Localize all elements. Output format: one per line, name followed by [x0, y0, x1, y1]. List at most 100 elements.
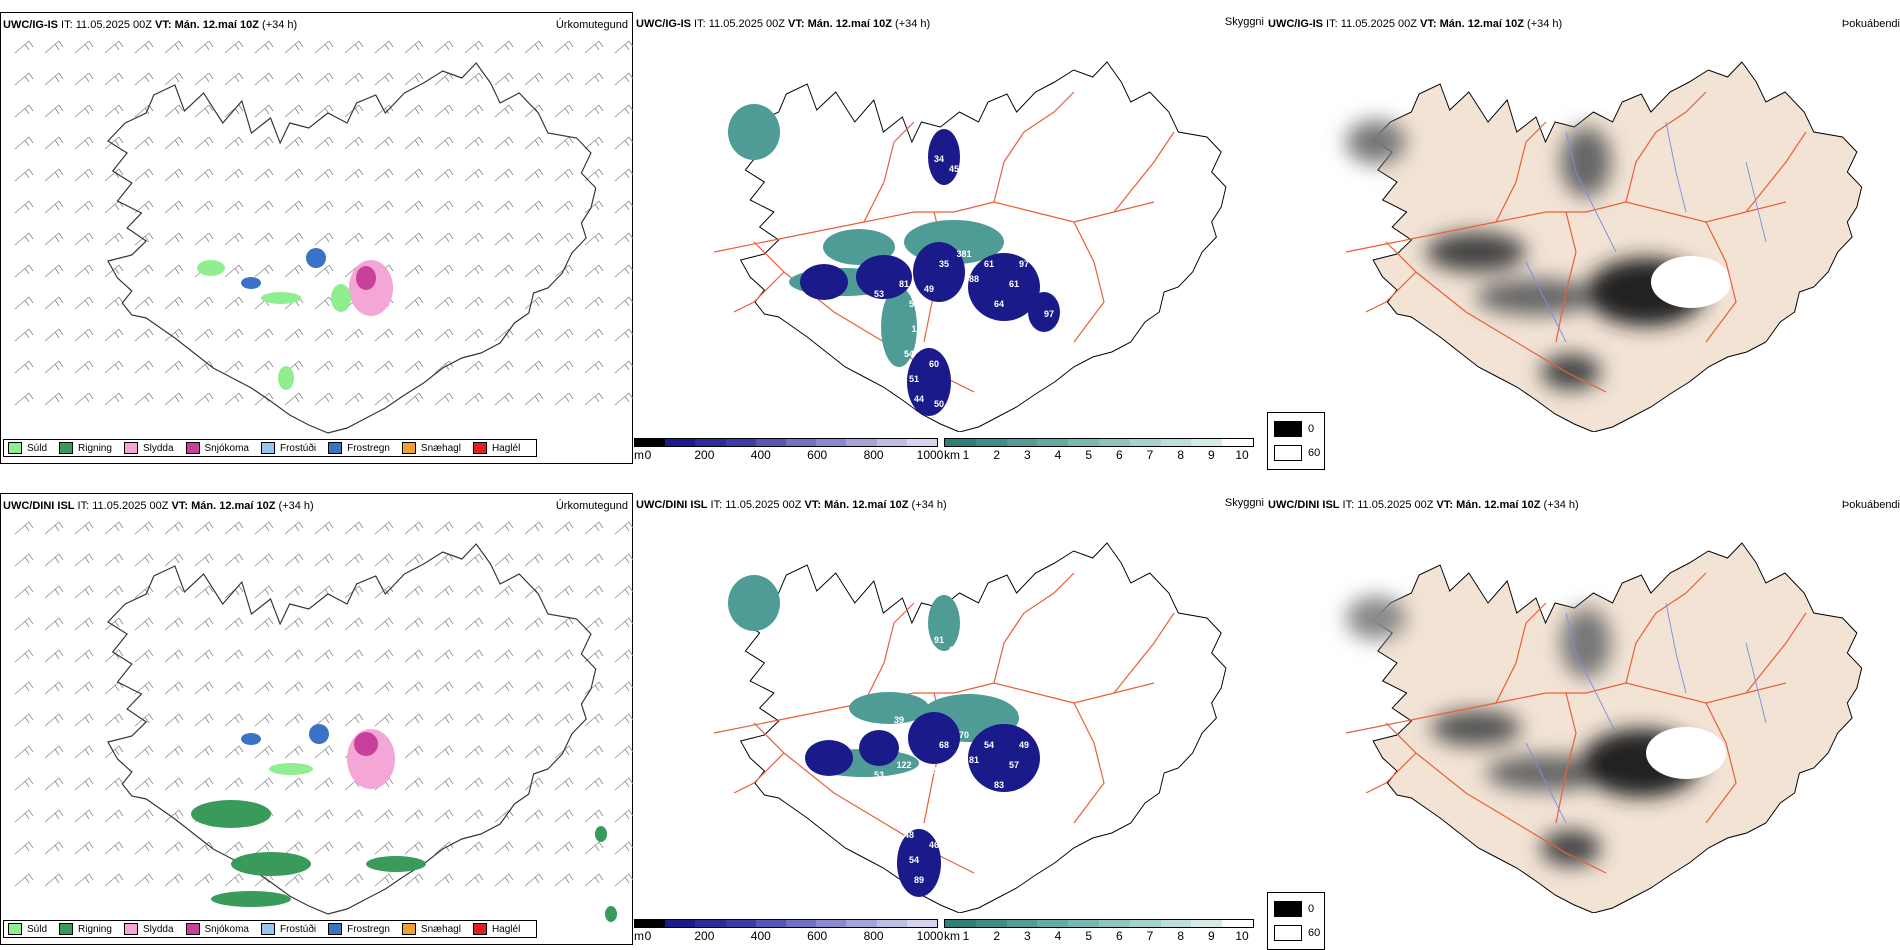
wind-barb [584, 553, 604, 567]
cloud-legend-label: 60 [1308, 927, 1321, 939]
wind-barb [284, 585, 304, 599]
road-line [993, 572, 1075, 684]
wind-barb [104, 713, 124, 727]
road-line [1345, 201, 1787, 253]
wind-barb [284, 649, 304, 663]
cloud-legend: 0 60 [1267, 412, 1325, 470]
wind-barb [74, 392, 94, 406]
wind-barb [524, 168, 544, 182]
legend-label: Súld [27, 923, 48, 935]
cloud-legend-swatch [1274, 445, 1302, 461]
colorbar-segment [1068, 920, 1099, 927]
wind-barb [14, 809, 34, 823]
colorbar-segment [665, 439, 696, 446]
panel-header: UWC/DINI ISL IT: 11.05.2025 00Z VT: Mán.… [1268, 499, 1579, 511]
wind-barb [404, 136, 424, 150]
wind-barb [284, 553, 304, 567]
colorbar-tick: 6 [1115, 448, 1123, 462]
wind-barb [134, 360, 154, 374]
wind-barb [464, 809, 484, 823]
clear-area [1651, 256, 1731, 308]
wind-barb [284, 136, 304, 150]
wind-barb [524, 553, 544, 567]
wind-barb [314, 40, 334, 54]
wind-barb [224, 104, 244, 118]
colorbar-tick: 9 [1207, 448, 1215, 462]
wind-barb [344, 617, 364, 631]
wind-barb [524, 72, 544, 86]
river-line [1745, 161, 1767, 243]
wind-barb [554, 553, 574, 567]
panel-header: UWC/DINI ISL IT: 11.05.2025 00Z VT: Mán.… [636, 499, 947, 511]
wind-barb [74, 72, 94, 86]
visibility-value: 57 [1009, 760, 1019, 770]
wind-barb [194, 72, 214, 86]
road-line [1495, 602, 1547, 704]
visibility-value: 61 [1009, 279, 1019, 289]
wind-barb [164, 713, 184, 727]
wind-barb [344, 713, 364, 727]
cloud-legend-item: 60 [1274, 925, 1320, 941]
wind-barb [464, 296, 484, 310]
colorbar-segment [1129, 920, 1161, 927]
wind-barb [464, 713, 484, 727]
wind-barb [284, 809, 304, 823]
wind-barb [344, 104, 364, 118]
wind-barb [524, 809, 544, 823]
wind-barb [314, 200, 334, 214]
iceland-outline [1372, 542, 1863, 913]
legend-swatch [185, 923, 200, 935]
legend-swatch [401, 923, 416, 935]
wind-barb [374, 809, 394, 823]
wind-barb [494, 40, 514, 54]
wind-barb [14, 264, 34, 278]
colorbar-segment [876, 439, 907, 446]
visibility-labels: 91 84 599 39 68 70 54 49 122 292 81 57 53 221 83 116 76 5… [874, 635, 1054, 885]
wind-barb [344, 328, 364, 342]
wind-barb [554, 168, 574, 182]
legend-item: Haglél [472, 923, 520, 935]
wind-barb [14, 328, 34, 342]
wind-barb [374, 841, 394, 855]
wind-barb [314, 104, 334, 118]
wind-barb [614, 521, 634, 535]
wind-barb [614, 585, 634, 599]
wind-barb [134, 553, 154, 567]
visibility-value: 32 [894, 234, 904, 244]
visibility-value: 60 [929, 359, 939, 369]
visibility-value: 64 [994, 299, 1004, 309]
wind-barb [614, 232, 634, 246]
cloud-indicator-panel-2: UWC/DINI ISL IT: 11.05.2025 00Z VT: Mán.… [1266, 493, 1900, 945]
wind-barb [14, 200, 34, 214]
panel-title: Skyggni [1224, 16, 1264, 28]
wind-barb [584, 713, 604, 727]
wind-barb [134, 841, 154, 855]
wind-barb [194, 360, 214, 374]
colorbar-segment [695, 439, 726, 446]
colorbar-tick: 600 [807, 448, 828, 462]
wind-barb [74, 521, 94, 535]
wind-barb [134, 745, 154, 759]
wind-barb [554, 264, 574, 278]
wind-barb [224, 328, 244, 342]
wind-barb [254, 521, 274, 535]
wind-barb [434, 104, 454, 118]
wind-barb [404, 264, 424, 278]
visibility-value: 53 [874, 289, 884, 299]
wind-barb [224, 841, 244, 855]
wind-barb [104, 777, 124, 791]
wind-barb [254, 264, 274, 278]
wind-barb [134, 136, 154, 150]
wind-barb [614, 264, 634, 278]
wind-barb [194, 553, 214, 567]
road-line [1113, 131, 1175, 213]
visibility-value: 53 [874, 770, 884, 780]
wind-barb [254, 328, 274, 342]
visibility-value: 97 [1019, 259, 1029, 269]
wind-barb [434, 745, 454, 759]
wind-barb [314, 392, 334, 406]
wind-barb [464, 360, 484, 374]
road-line [863, 121, 915, 223]
